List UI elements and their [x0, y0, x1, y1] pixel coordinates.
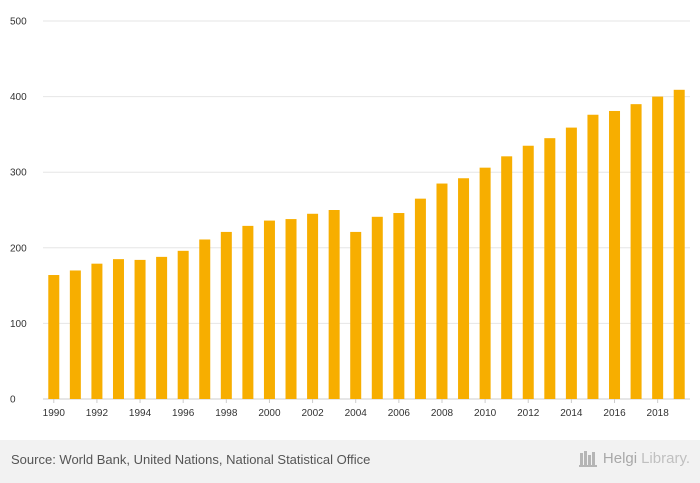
x-tick-label: 2012: [517, 408, 540, 419]
x-tick-label: 2016: [603, 408, 626, 419]
x-tick-label: 2014: [560, 408, 583, 419]
bar-2011[interactable]: [501, 156, 513, 399]
bar-1996[interactable]: [177, 250, 189, 399]
brand-name-part1: Helgi: [602, 449, 638, 467]
bar-1990[interactable]: [48, 275, 60, 399]
bar-2002[interactable]: [307, 213, 319, 399]
bar-1997[interactable]: [199, 239, 211, 399]
y-tick-label: 500: [10, 17, 27, 28]
bar-2015[interactable]: [587, 114, 599, 399]
x-tick-label: 1998: [215, 408, 238, 419]
bar-2003[interactable]: [328, 210, 340, 399]
bar-2013[interactable]: [544, 138, 556, 399]
bar-2016[interactable]: [609, 110, 621, 400]
x-tick-label: 2006: [388, 408, 411, 419]
bar-1994[interactable]: [134, 259, 146, 399]
bar-chart: 0 100 200 300 400 500 1990 1992 1994 1996 1998 200…: [10, 17, 690, 419]
bar-2017[interactable]: [630, 104, 642, 399]
x-tick-label: 2010: [474, 408, 497, 419]
bar-2007[interactable]: [414, 198, 426, 399]
x-tick-label: 2008: [431, 408, 454, 419]
bar-1992[interactable]: [91, 263, 103, 399]
bar-2009[interactable]: [458, 178, 470, 399]
bar-1999[interactable]: [242, 225, 254, 399]
bar-2012[interactable]: [522, 145, 534, 399]
y-tick-label: 400: [10, 92, 27, 103]
bar-2019[interactable]: [673, 89, 685, 400]
y-tick-label: 300: [10, 168, 27, 179]
bar-2014[interactable]: [565, 127, 577, 399]
x-tick-label: 1992: [86, 408, 109, 419]
bar-1995[interactable]: [156, 256, 168, 399]
x-tick-label: 2004: [345, 408, 368, 419]
x-tick-label: 1994: [129, 408, 152, 419]
bar-2006[interactable]: [393, 213, 405, 399]
bar-2000[interactable]: [263, 220, 275, 399]
y-tick-label: 0: [10, 395, 16, 406]
x-axis-tick-labels: 1990 1992 1994 1996 1998 2000 2002 2004 2006 2008…: [43, 399, 670, 419]
bars: [48, 89, 685, 400]
footer-bar: [0, 440, 700, 483]
x-tick-label: 1990: [43, 408, 66, 419]
x-tick-label: 2018: [647, 408, 670, 419]
bar-2004[interactable]: [350, 231, 362, 399]
bar-1998[interactable]: [220, 231, 232, 399]
bar-2008[interactable]: [436, 183, 448, 399]
x-tick-label: 2000: [258, 408, 281, 419]
y-tick-label: 100: [10, 319, 27, 330]
y-axis-tick-labels: 0 100 200 300 400 500: [10, 17, 27, 406]
bar-1993[interactable]: [112, 259, 124, 399]
library-icon: [578, 451, 597, 467]
bar-2005[interactable]: [371, 216, 383, 399]
source-note: Source: World Bank, United Nations, Nati…: [11, 452, 371, 467]
brand-name-part2: Library.: [641, 449, 690, 467]
helgi-library-logo[interactable]: Helgi Library.: [578, 449, 690, 467]
bar-2010[interactable]: [479, 167, 491, 399]
x-tick-label: 2002: [301, 408, 324, 419]
grid-lines: [43, 20, 690, 400]
bar-1991[interactable]: [69, 270, 81, 399]
bar-2001[interactable]: [285, 219, 297, 399]
bar-2018[interactable]: [652, 96, 664, 399]
x-tick-label: 1996: [172, 408, 195, 419]
y-tick-label: 200: [10, 243, 27, 254]
